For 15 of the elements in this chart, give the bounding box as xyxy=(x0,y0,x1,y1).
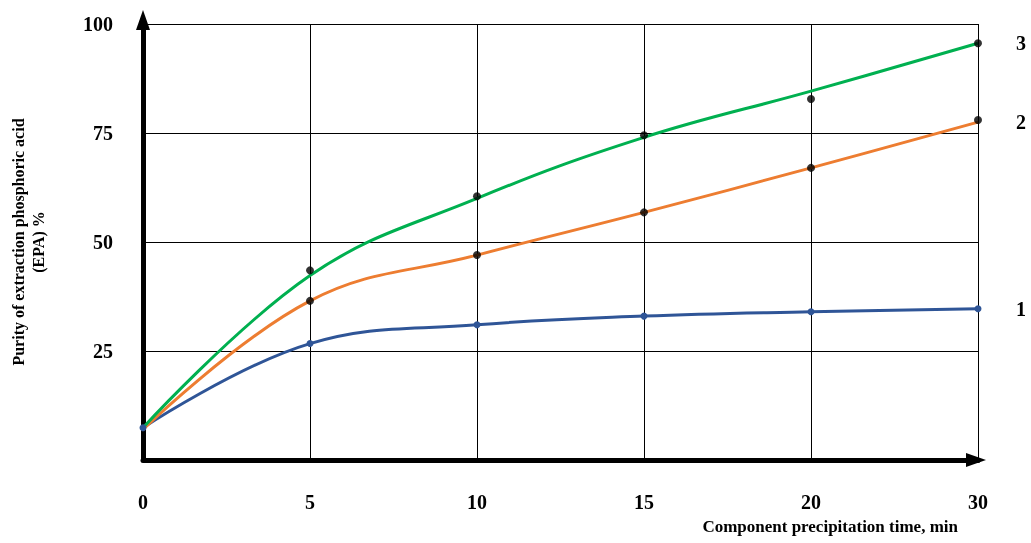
x-tick-label: 30 xyxy=(968,491,988,513)
y-tick-label: 50 xyxy=(93,231,113,253)
x-tick-label: 10 xyxy=(467,491,487,513)
series-label: 3 xyxy=(1016,32,1026,55)
series-label: 1 xyxy=(1016,297,1026,320)
x-tick-label: 0 xyxy=(138,491,148,513)
y-tick-label: 25 xyxy=(93,340,113,362)
y-axis-title: Purity of extraction phosphoric acid (EPA) % xyxy=(9,118,48,366)
y-tick-label: 75 xyxy=(93,122,113,144)
x-tick-label: 15 xyxy=(634,491,654,513)
x-tick-label: 20 xyxy=(801,491,821,513)
x-axis-title: Component precipitation time, min xyxy=(702,517,959,536)
x-tick-label: 5 xyxy=(305,491,315,513)
series-label: 2 xyxy=(1016,111,1026,134)
y-tick-label: 100 xyxy=(83,13,113,35)
